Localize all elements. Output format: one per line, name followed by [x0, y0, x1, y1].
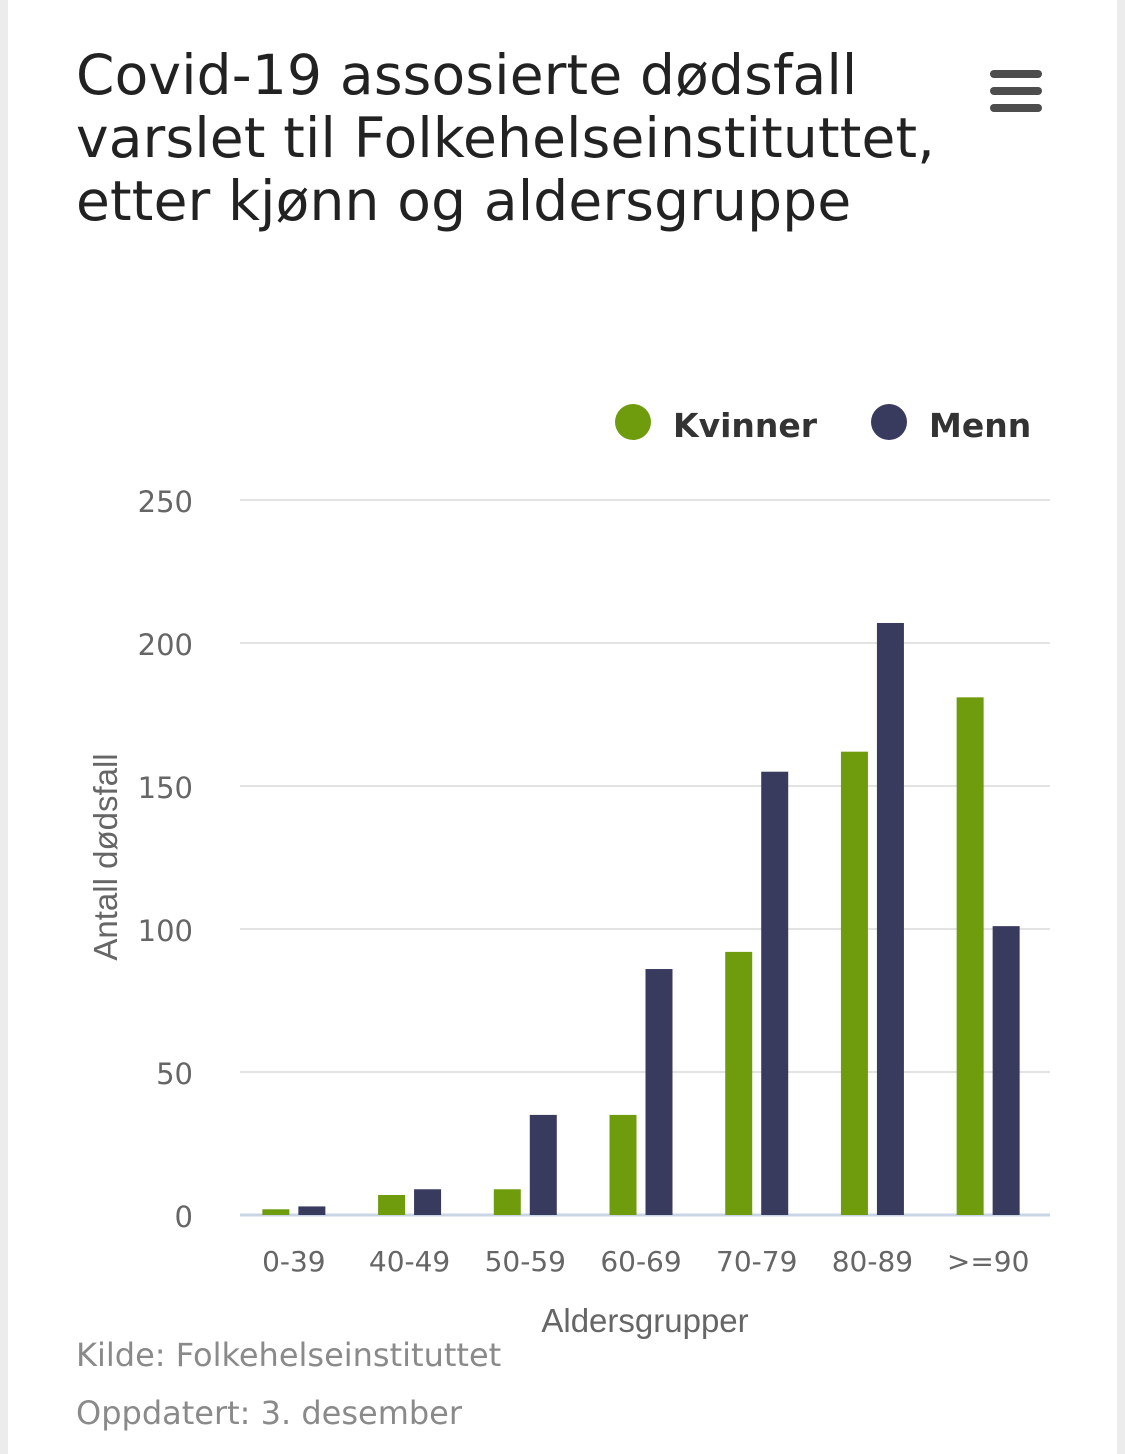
- y-tick-label: 150: [138, 771, 193, 805]
- y-tick-label: 0: [175, 1200, 193, 1234]
- bar-menn-2: [414, 1189, 442, 1215]
- bar-menn-4: [645, 969, 673, 1215]
- updated-note: Oppdatert: 3. desember: [76, 1394, 463, 1432]
- bar-kvinner-1: [262, 1209, 290, 1215]
- legend-marker-kvinner: [615, 404, 651, 440]
- y-axis-title: Antall dødsfall: [87, 753, 124, 960]
- bar-kvinner-2: [378, 1194, 406, 1215]
- bar-menn-5: [761, 771, 789, 1215]
- bar-menn-1: [298, 1206, 326, 1215]
- legend-marker-menn: [871, 404, 907, 440]
- source-note: Kilde: Folkehelseinstituttet: [76, 1336, 502, 1374]
- x-tick-label: 80-89: [832, 1245, 913, 1278]
- bar-kvinner-7: [956, 697, 984, 1215]
- x-tick-label: 40-49: [369, 1245, 450, 1278]
- x-tick-label: 60-69: [600, 1245, 681, 1278]
- chart-title: Covid-19 assosierte dødsfall varslet til…: [76, 43, 935, 233]
- x-tick-label: 70-79: [716, 1245, 797, 1278]
- y-tick-label: 200: [138, 628, 193, 662]
- legend-label-menn: Menn: [929, 406, 1031, 445]
- legend-label-kvinner: Kvinner: [673, 406, 818, 445]
- x-tick-label: 50-59: [485, 1245, 566, 1278]
- bar-kvinner-4: [609, 1114, 637, 1215]
- bar-kvinner-6: [840, 751, 868, 1215]
- bar-menn-7: [992, 926, 1020, 1215]
- y-tick-label: 100: [138, 914, 193, 948]
- x-tick-label: >=90: [947, 1245, 1030, 1278]
- y-tick-label: 250: [138, 485, 193, 519]
- left-frame-edge: [0, 0, 8, 1454]
- y-tick-label: 50: [156, 1057, 193, 1091]
- right-frame-edge: [1117, 0, 1125, 1454]
- hamburger-menu-button[interactable]: [990, 70, 1044, 112]
- bar-kvinner-3: [493, 1189, 521, 1215]
- x-tick-label: 0-39: [262, 1245, 326, 1278]
- x-axis-title: Aldersgrupper: [541, 1302, 748, 1339]
- bar-menn-3: [529, 1114, 557, 1215]
- bar-kvinner-5: [725, 951, 753, 1215]
- bar-menn-6: [876, 622, 904, 1215]
